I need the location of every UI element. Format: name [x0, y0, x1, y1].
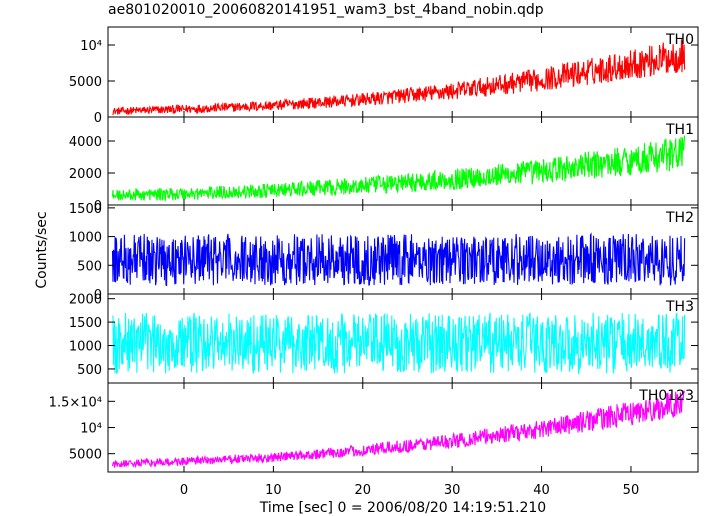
x-tick-label: 10	[265, 483, 282, 498]
y-tick-label: 5000	[69, 448, 102, 463]
series-th1	[111, 135, 686, 202]
y-tick-label: 500	[77, 259, 102, 274]
y-tick-label: 1500	[69, 202, 102, 217]
y-tick-label: 1000	[69, 340, 102, 355]
y-tick-label: 5000	[69, 75, 102, 90]
y-tick-label: 1000	[69, 231, 102, 246]
y-tick-label: 2000	[69, 293, 102, 308]
y-axis-label: Counts/sec	[34, 211, 50, 288]
series-th3	[112, 312, 686, 375]
x-tick-label: 30	[444, 483, 461, 498]
y-tick-label: 10⁴	[80, 39, 102, 54]
y-tick-label: 4000	[69, 135, 102, 150]
y-tick-label: 2000	[69, 167, 102, 182]
chart-title: ae801020010_20060820141951_wam3_bst_4ban…	[108, 2, 544, 18]
series-th0	[112, 39, 686, 116]
panel-th3: 500 1000 1500 2000 TH3	[69, 293, 699, 384]
y-tick-label: 0	[94, 199, 102, 214]
x-tick-label: 50	[623, 483, 640, 498]
x-tick-label: 40	[533, 483, 550, 498]
series-label: TH2	[665, 210, 694, 226]
y-tick-label: 0	[94, 111, 102, 126]
series-label: TH1	[665, 122, 694, 138]
y-tick-label: 500	[77, 363, 102, 378]
series-label: TH0	[665, 32, 694, 48]
panel-th0123: 5000 10⁴ 1.5×10⁴ TH0123	[49, 382, 699, 473]
y-tick-label: 1.5×10⁴	[49, 395, 102, 410]
panel-th1: 0 2000 4000 TH1	[69, 116, 699, 214]
y-tick-label: 0	[94, 288, 102, 303]
series-label: TH0123	[638, 388, 694, 404]
panel-th0: 0 5000 10⁴ TH0	[69, 26, 699, 126]
y-tick-label: 1500	[69, 316, 102, 331]
x-tick-label: 0	[180, 483, 188, 498]
y-tick-label: 10⁴	[80, 422, 102, 437]
series-label: TH3	[665, 299, 694, 315]
x-tick-label: 20	[354, 483, 371, 498]
series-th0123	[111, 389, 686, 469]
x-axis-label: Time [sec] 0 = 2006/08/20 14:19:51.210	[259, 500, 546, 516]
panel-th2: 0 500 1000 1500 TH2	[69, 202, 699, 303]
series-th2	[111, 232, 686, 287]
